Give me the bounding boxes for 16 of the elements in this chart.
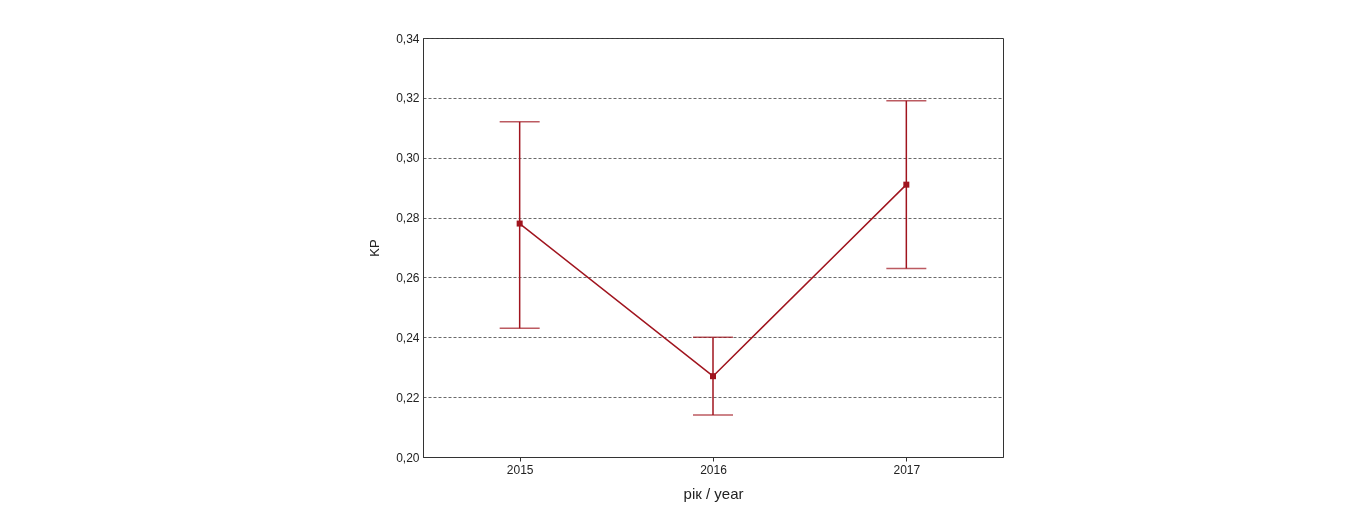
point (710, 373, 716, 380)
y-tick-label: 0,34 (396, 31, 420, 46)
y-tick-label: 0,26 (396, 270, 420, 285)
x-tick-label: 2016 (700, 462, 728, 477)
y-tick-label: 0,24 (396, 330, 420, 345)
y-tick-label: 0,20 (396, 450, 420, 465)
point (516, 220, 523, 227)
point (903, 181, 910, 188)
y-axis-title: KP (367, 239, 383, 257)
y-tick-label: 0,32 (396, 91, 420, 106)
x-axis-title: рік / year (683, 484, 744, 502)
y-tick-label: 0,28 (396, 211, 420, 226)
y-tick-label: 0,22 (396, 390, 420, 405)
y-tick-label: 0,30 (396, 151, 420, 166)
x-tick-label: 2015 (506, 462, 534, 477)
x-tick-label: 2017 (893, 462, 921, 477)
